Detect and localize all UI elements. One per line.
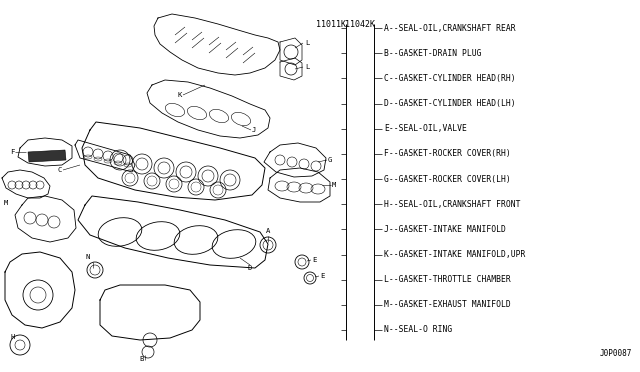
Text: M: M [332,182,337,188]
Text: C--GASKET-CYLINDER HEAD(RH): C--GASKET-CYLINDER HEAD(RH) [384,74,516,83]
Text: 11042K: 11042K [345,20,375,29]
Text: D--GASKET-CYLINDER HEAD(LH): D--GASKET-CYLINDER HEAD(LH) [384,99,516,108]
Text: A--SEAL-OIL,CRANKSHAFT REAR: A--SEAL-OIL,CRANKSHAFT REAR [384,23,516,32]
Text: F--GASKET-ROCKER COVER(RH): F--GASKET-ROCKER COVER(RH) [384,149,511,158]
Text: L: L [305,64,309,70]
Text: M--GASKET-EXHAUST MANIFOLD: M--GASKET-EXHAUST MANIFOLD [384,300,511,310]
Text: E--SEAL-OIL,VALVE: E--SEAL-OIL,VALVE [384,124,467,133]
Text: H--SEAL-OIL,CRANKSHAFT FRONT: H--SEAL-OIL,CRANKSHAFT FRONT [384,200,520,209]
Text: L--GASKET-THROTTLE CHAMBER: L--GASKET-THROTTLE CHAMBER [384,275,511,284]
Text: J: J [252,127,257,133]
Text: F: F [10,149,14,155]
Text: L: L [305,40,309,46]
Text: D: D [248,265,252,271]
Text: K: K [178,92,182,98]
Text: 11011K: 11011K [316,20,346,29]
Text: E: E [312,257,316,263]
Text: N--SEAL-O RING: N--SEAL-O RING [384,326,452,334]
Text: J0P0087: J0P0087 [600,349,632,358]
Text: N: N [86,254,90,260]
Text: C: C [58,167,62,173]
Text: B--GASKET-DRAIN PLUG: B--GASKET-DRAIN PLUG [384,49,481,58]
Polygon shape [28,150,66,162]
Text: H: H [10,334,14,340]
Text: G: G [328,157,332,163]
Text: E: E [320,273,324,279]
Text: M: M [4,200,8,206]
Text: A: A [266,228,270,234]
Text: J--GASKET-INTAKE MANIFOLD: J--GASKET-INTAKE MANIFOLD [384,225,506,234]
Text: K--GASKET-INTAKE MANIFOLD,UPR: K--GASKET-INTAKE MANIFOLD,UPR [384,250,525,259]
Text: G--GASKET-ROCKER COVER(LH): G--GASKET-ROCKER COVER(LH) [384,174,511,183]
Text: B: B [140,356,144,362]
